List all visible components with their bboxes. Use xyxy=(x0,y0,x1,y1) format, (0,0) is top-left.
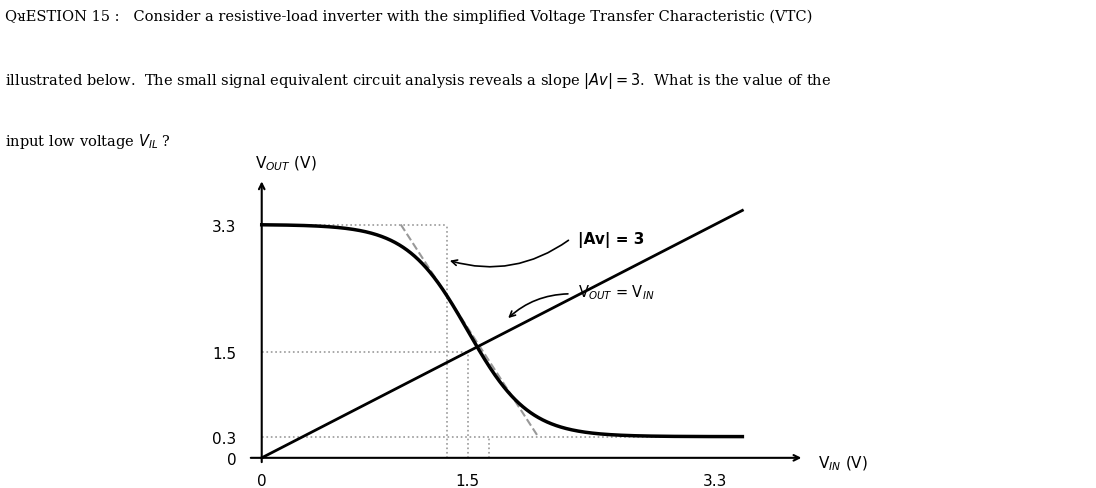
Text: V$_{OUT}$ (V): V$_{OUT}$ (V) xyxy=(255,154,317,172)
Text: input low voltage $V_{IL}$ ?: input low voltage $V_{IL}$ ? xyxy=(5,132,171,151)
Text: illustrated below.  The small signal equivalent circuit analysis reveals a slope: illustrated below. The small signal equi… xyxy=(5,71,832,91)
Text: V$_{OUT}$ = V$_{IN}$: V$_{OUT}$ = V$_{IN}$ xyxy=(578,283,654,302)
Text: V$_{IN}$ (V): V$_{IN}$ (V) xyxy=(818,454,868,472)
Text: |Av| = 3: |Av| = 3 xyxy=(578,231,644,247)
Text: QᴚESTION 15 :   Consider a resistive-load inverter with the simplified Voltage T: QᴚESTION 15 : Consider a resistive-load … xyxy=(5,10,813,24)
